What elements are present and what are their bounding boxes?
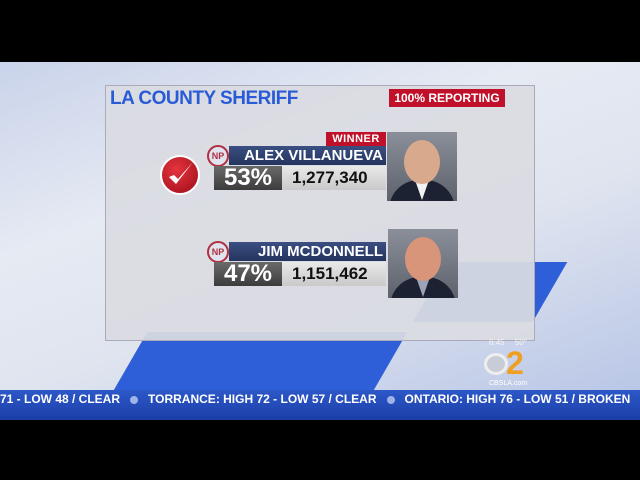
clock-time: 6:45 [489, 338, 505, 347]
winner-badge: WINNER [326, 132, 386, 147]
ticker-item: TORRANCE: HIGH 72 - LOW 57 / CLEAR [148, 392, 377, 406]
temperature: 50° [514, 338, 527, 347]
race-title: LA COUNTY SHERIFF [110, 88, 298, 109]
decor-stripe [112, 332, 408, 392]
news-ticker [0, 390, 640, 420]
candidate-percent: 53% [214, 166, 282, 190]
winner-checkmark-icon [160, 155, 200, 195]
candidate-votes: 1,151,462 [282, 262, 386, 286]
reporting-badge: 100% REPORTING [389, 89, 505, 107]
candidate-votes: 1,277,340 [282, 166, 386, 190]
ticker-item: 71 - LOW 48 / CLEAR [0, 392, 121, 406]
ticker-item: ONTARIO: HIGH 76 - LOW 51 / BROKEN [404, 392, 631, 406]
candidate-percent: 47% [214, 262, 282, 286]
cbs-eye-icon [386, 395, 395, 404]
candidate-name: JIM MCDONNELL [229, 242, 386, 261]
logo-number: 2 [506, 345, 524, 381]
station-logo: 6:45 50° 2 CBSLA.com [478, 338, 538, 390]
results-panel [105, 85, 535, 341]
cbs-eye-icon [130, 395, 139, 404]
cbs-eye-icon [484, 353, 508, 375]
candidate-photo [387, 132, 457, 201]
candidate-photo [388, 229, 458, 298]
ticker-text: 71 - LOW 48 / CLEAR TORRANCE: HIGH 72 - L… [0, 392, 630, 406]
station-website: CBSLA.com [488, 380, 528, 387]
candidate-name: ALEX VILLANUEVA [229, 146, 386, 165]
